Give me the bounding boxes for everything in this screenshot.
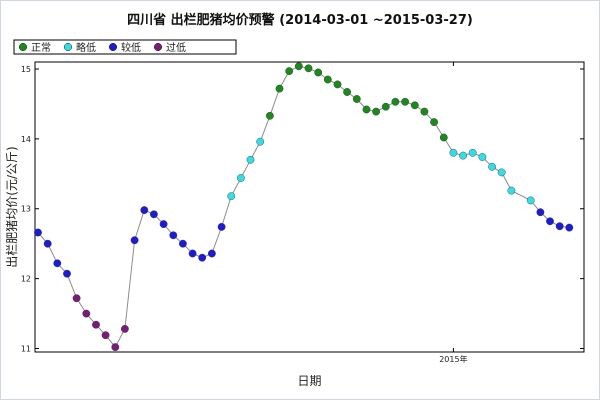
data-point [236,174,245,182]
legend-marker [108,42,118,52]
data-point [111,343,120,351]
data-point [555,222,564,231]
data-point [352,95,361,103]
chart-title: 四川省 出栏肥猪均价预警 (2014-03-01 ~2015-03-27) [127,13,473,28]
data-point [478,153,487,161]
data-point [304,64,313,73]
data-point [34,228,42,237]
data-point [430,118,438,127]
axes: 11 12 13 14 15 2015年 [21,62,584,364]
legend-label: 较低 [121,41,141,54]
data-point [227,192,236,201]
data-point [372,107,380,116]
y-tick-label: 12 [21,275,31,284]
data-point [546,217,554,226]
data-point [82,309,91,318]
data-point [43,239,52,248]
y-tick-label: 15 [21,65,31,74]
x-axis-label: 日期 [297,374,321,388]
data-point [198,253,207,262]
y-tick-label: 13 [21,205,31,214]
legend-label: 过低 [166,41,186,54]
data-point [401,97,409,106]
data-point [265,111,274,120]
data-point [420,107,429,116]
data-point [362,105,371,114]
legend-marker [63,42,73,52]
data-point [121,324,129,333]
data-point [333,80,342,89]
data-point [63,269,71,278]
legend-marker [153,42,163,52]
data-point [178,239,187,248]
data-point [159,220,168,229]
data-point [149,210,158,219]
y-axis-label: 出栏肥猪均价(元/公斤) [4,146,19,267]
data-point [323,75,332,84]
data-point [565,223,574,232]
data-point [275,84,284,93]
data-point [256,137,265,146]
data-point [217,222,226,231]
legend-marker [18,42,28,52]
data-point [72,294,81,303]
data-point [497,168,506,177]
data-point [468,148,477,157]
data-point [314,68,323,77]
data-point [488,162,496,171]
data-point [294,62,303,71]
series-line [37,65,570,349]
data-point [188,249,197,258]
data-point [140,206,149,215]
data-point [343,88,351,96]
legend: 正常 略低 较低 过低 [13,39,237,55]
data-point [526,196,535,205]
legend-label: 正常 [31,41,51,54]
series [34,62,574,351]
data-point [53,259,62,268]
legend-label: 略低 [76,41,96,54]
data-point [130,236,139,245]
data-point [507,186,516,195]
data-point [381,102,390,111]
data-point [169,231,178,240]
data-point [536,208,545,217]
data-point [92,320,100,329]
data-point [449,148,458,157]
data-point [459,151,467,160]
data-point [410,101,419,110]
data-point [285,67,294,76]
y-tick-label: 14 [21,135,31,144]
plot-area [34,61,585,353]
x-tick-label: 2015年 [439,354,467,364]
data-point [207,249,216,258]
data-point [391,97,400,106]
y-tick-label: 11 [21,345,31,354]
data-point [439,133,448,142]
data-point [246,155,255,164]
data-point [101,331,110,340]
